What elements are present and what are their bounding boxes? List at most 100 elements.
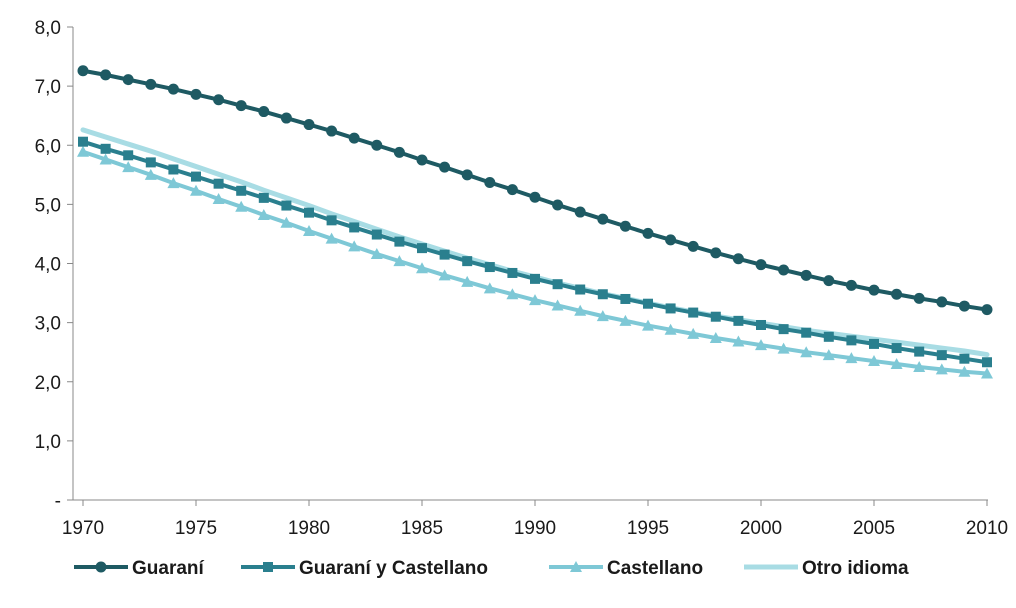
data-point	[869, 338, 879, 349]
legend-item-guarani-y-castellano: Guaraní y Castellano	[241, 558, 488, 579]
data-point	[574, 304, 587, 316]
data-point	[755, 339, 767, 351]
data-point	[891, 288, 903, 300]
data-point	[732, 253, 744, 265]
data-point	[303, 224, 315, 236]
data-point	[167, 177, 180, 189]
data-point	[167, 83, 179, 95]
data-point	[596, 310, 609, 322]
data-point	[710, 247, 722, 259]
chart-legend: Guaraní Guaraní y Castellano Castellano Otr…	[74, 558, 909, 579]
x-tick-label: 2010	[966, 518, 1008, 539]
x-tick-label: 2000	[740, 518, 782, 539]
legend-item-otro-idioma: Otro idioma	[744, 558, 909, 579]
data-point	[800, 269, 812, 281]
data-point	[845, 279, 857, 291]
legend-label: Guaraní y Castellano	[299, 558, 488, 579]
data-point	[122, 74, 134, 86]
data-point	[78, 136, 88, 147]
legend-item-guarani: Guaraní	[74, 558, 205, 579]
data-point	[416, 154, 428, 166]
data-point	[981, 304, 993, 316]
data-point	[236, 185, 247, 196]
data-point	[371, 139, 383, 151]
data-point	[732, 335, 745, 347]
data-point	[212, 193, 225, 205]
legend-swatch-marker	[95, 561, 107, 573]
data-point	[914, 346, 925, 357]
data-point	[258, 192, 269, 203]
data-point	[913, 292, 925, 304]
x-tick-label: 1990	[514, 518, 556, 539]
data-point	[258, 106, 270, 118]
y-tick-label: 8,0	[35, 18, 61, 39]
legend-swatch-marker	[570, 561, 582, 572]
data-point	[303, 119, 315, 131]
data-point	[438, 269, 451, 281]
data-point	[191, 171, 201, 182]
data-point	[664, 323, 677, 335]
data-point	[936, 350, 947, 361]
x-tick-label: 1980	[288, 518, 330, 539]
data-point	[393, 255, 406, 267]
data-point	[483, 282, 496, 294]
data-point	[484, 262, 495, 273]
x-tick-label: 2005	[853, 518, 895, 539]
data-point	[800, 346, 813, 358]
data-point	[733, 315, 744, 326]
legend-label: Guaraní	[132, 558, 205, 579]
data-point	[959, 353, 970, 364]
data-point	[710, 311, 721, 322]
data-point	[529, 294, 541, 306]
data-point	[981, 367, 993, 379]
data-point	[642, 227, 654, 239]
data-point	[506, 288, 519, 300]
data-point	[122, 161, 135, 173]
series-line-guarani	[81, 68, 989, 312]
data-point	[304, 207, 314, 218]
x-tick-label: 1995	[627, 518, 669, 539]
data-point	[687, 327, 700, 339]
chart-series	[77, 65, 993, 379]
data-point	[574, 206, 586, 218]
data-point	[958, 365, 971, 377]
data-point	[213, 94, 225, 106]
data-point	[461, 275, 474, 287]
data-point	[145, 157, 156, 168]
data-point	[982, 357, 992, 368]
data-point	[868, 284, 880, 296]
legend-swatch-marker	[263, 562, 273, 572]
data-point	[778, 324, 789, 335]
y-tick-label: 7,0	[35, 77, 61, 98]
data-point	[575, 284, 586, 295]
data-point	[123, 150, 134, 161]
data-point	[393, 146, 405, 158]
data-point	[190, 184, 202, 196]
data-point	[325, 232, 338, 244]
series-castellano	[77, 145, 993, 379]
data-point	[823, 275, 835, 287]
data-point	[235, 100, 247, 112]
data-point	[507, 267, 518, 278]
data-point	[99, 153, 112, 165]
data-point	[77, 145, 89, 157]
data-point	[846, 335, 857, 346]
data-point	[755, 259, 767, 271]
data-point	[145, 78, 157, 90]
series-guarani-y-castellano	[78, 136, 992, 368]
data-point	[462, 256, 473, 267]
y-tick-label: -	[55, 491, 61, 512]
data-point	[461, 169, 473, 181]
data-point	[439, 249, 450, 260]
data-point	[371, 229, 382, 240]
data-point	[530, 273, 540, 284]
data-point	[281, 200, 292, 211]
data-point	[394, 236, 405, 247]
data-point	[823, 331, 834, 342]
x-tick-label: 1985	[401, 518, 443, 539]
data-point	[619, 220, 631, 232]
data-point	[190, 88, 202, 100]
data-point	[868, 355, 880, 367]
series-otro-idioma	[80, 127, 990, 358]
data-point	[168, 164, 179, 175]
